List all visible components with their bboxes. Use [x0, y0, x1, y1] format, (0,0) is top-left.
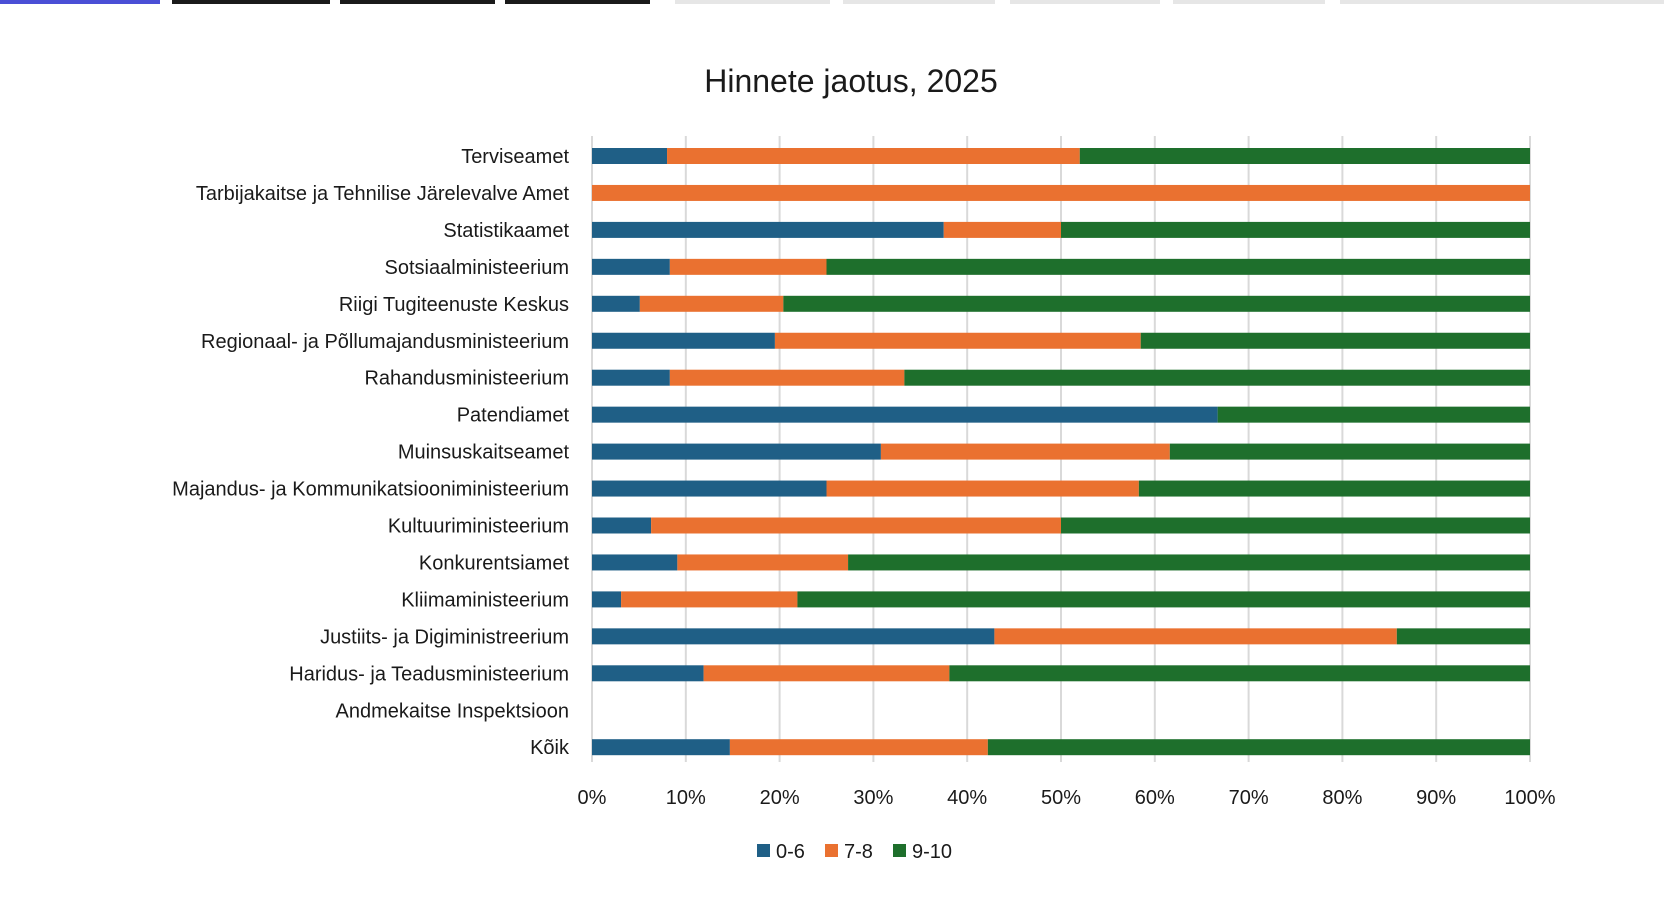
category-label: Konkurentsiamet: [419, 552, 570, 574]
bar-segment-0-6: [592, 739, 730, 756]
x-tick-label: 30%: [853, 787, 893, 809]
category-label: Andmekaitse Inspektsioon: [336, 700, 569, 722]
x-tick-label: 100%: [1504, 787, 1555, 809]
category-label: Haridus- ja Teadusministeerium: [289, 663, 569, 685]
bar-segment-9-10: [1169, 443, 1530, 460]
x-tick-label: 10%: [666, 787, 706, 809]
bar-segment-7-8: [677, 554, 849, 571]
x-tick-label: 40%: [947, 787, 987, 809]
bar-segment-0-6: [592, 406, 1218, 423]
bar-segment-0-6: [592, 443, 881, 460]
category-label: Rahandusministeerium: [364, 368, 569, 390]
category-label: Kultuuriministeerium: [388, 516, 569, 538]
top-strip-segment: [172, 0, 330, 4]
bar-segment-9-10: [949, 665, 1530, 682]
top-strip-segment: [1340, 0, 1664, 4]
x-tick-label: 60%: [1135, 787, 1175, 809]
x-tick-label: 80%: [1322, 787, 1362, 809]
x-tick-label: 0%: [578, 787, 607, 809]
bar-segment-9-10: [783, 295, 1530, 312]
bar-segment-9-10: [1061, 517, 1530, 534]
x-axis-tick-labels: 0% 10% 20% 30% 40% 50% 60% 70% 80% 90% 100%: [578, 787, 1556, 809]
bar-segment-7-8: [994, 628, 1397, 645]
bar-segment-7-8: [667, 148, 1080, 164]
bar-segment-7-8: [669, 258, 827, 275]
bar-segment-7-8: [669, 369, 905, 386]
x-tick-label: 50%: [1041, 787, 1081, 809]
bar-segment-7-8: [592, 184, 1530, 201]
category-label: Statistikaamet: [443, 220, 569, 242]
bar-segment-0-6: [592, 369, 670, 386]
legend-item: 7-8: [825, 841, 873, 863]
bar-segment-0-6: [592, 332, 775, 349]
bar-segment-9-10: [848, 554, 1530, 571]
bar-segment-9-10: [1138, 480, 1530, 497]
bar-segment-0-6: [592, 554, 678, 571]
legend-label: 9-10: [912, 841, 952, 863]
legend-swatch: [757, 844, 770, 857]
bar-segment-7-8: [639, 295, 784, 312]
top-strip-segment: [0, 0, 160, 4]
bar-segment-7-8: [880, 443, 1170, 460]
legend-item: 0-6: [757, 841, 805, 863]
bar-segment-0-6: [592, 221, 944, 238]
category-label: Terviseamet: [461, 146, 569, 168]
category-label: Justiits- ja Digiministreerium: [320, 626, 569, 648]
category-label: Regionaal- ja Põllumajandusministeerium: [201, 331, 569, 353]
category-label: Muinsuskaitseamet: [398, 442, 570, 464]
bar-segment-7-8: [651, 517, 1061, 534]
category-labels: Terviseamet Tarbijakaitse ja Tehnilise Jä…: [172, 146, 570, 759]
top-strip-segment: [843, 0, 995, 4]
bar-segment-0-6: [592, 628, 995, 645]
bar-segment-0-6: [592, 258, 670, 275]
bar-segment-9-10: [1140, 332, 1530, 349]
bar-segment-9-10: [1061, 221, 1530, 238]
bars: [592, 148, 1530, 756]
bar-segment-0-6: [592, 480, 827, 497]
legend-swatch: [825, 844, 838, 857]
bar-segment-7-8: [729, 739, 988, 756]
category-label: Majandus- ja Kommunikatsiooniministeeriu…: [172, 479, 569, 501]
category-label: Patendiamet: [457, 405, 570, 427]
chart-title: Hinnete jaotus, 2025: [704, 63, 998, 99]
category-label: Kõik: [530, 737, 570, 759]
top-strip-segment: [340, 0, 495, 4]
legend: 0-6 7-8 9-10: [757, 841, 952, 863]
category-label: Sotsiaalministeerium: [384, 257, 569, 279]
bar-segment-0-6: [592, 295, 640, 312]
bar-segment-9-10: [1079, 148, 1530, 164]
category-label: Riigi Tugiteenuste Keskus: [339, 294, 569, 316]
bar-segment-0-6: [592, 517, 652, 534]
bar-segment-0-6: [592, 591, 622, 608]
top-strip-segment: [675, 0, 830, 4]
bar-segment-9-10: [904, 369, 1530, 386]
x-tick-label: 20%: [760, 787, 800, 809]
bar-segment-9-10: [1217, 406, 1530, 423]
legend-swatch: [893, 844, 906, 857]
bar-segment-7-8: [826, 480, 1139, 497]
bar-segment-9-10: [797, 591, 1530, 608]
bar-segment-7-8: [943, 221, 1061, 238]
bar-segment-0-6: [592, 148, 668, 164]
bar-segment-0-6: [592, 665, 704, 682]
bar-segment-7-8: [703, 665, 950, 682]
top-strip-segment: [1173, 0, 1325, 4]
category-label: Tarbijakaitse ja Tehnilise Järelevalve A…: [196, 183, 570, 205]
x-tick-label: 70%: [1229, 787, 1269, 809]
legend-label: 7-8: [844, 841, 873, 863]
legend-label: 0-6: [776, 841, 805, 863]
bar-segment-7-8: [774, 332, 1141, 349]
top-strip-segment: [505, 0, 650, 4]
x-tick-label: 90%: [1416, 787, 1456, 809]
bar-segment-9-10: [826, 258, 1530, 275]
category-label: Kliimaministeerium: [401, 589, 569, 611]
bar-segment-9-10: [1396, 628, 1530, 645]
legend-item: 9-10: [893, 841, 952, 863]
bar-segment-7-8: [621, 591, 798, 608]
top-strip-segment: [1010, 0, 1160, 4]
bar-segment-9-10: [987, 739, 1530, 756]
